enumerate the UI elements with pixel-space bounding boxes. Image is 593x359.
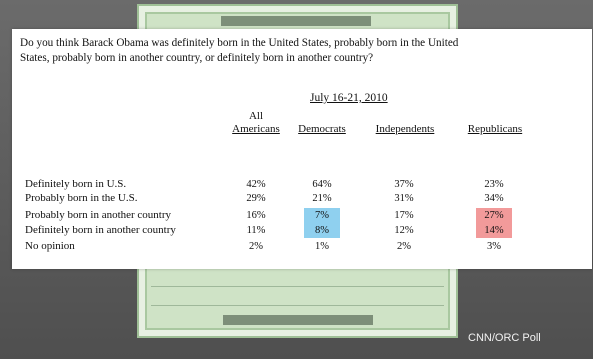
table-cell: 34% [484,193,504,204]
column-header-all: All Americans [226,110,286,136]
table-cell: 31% [394,193,414,204]
table-cell: 1% [315,241,329,252]
poll-question: Do you think Barack Obama was definitely… [20,36,593,66]
question-line-2: States, probably born in another country… [20,52,374,64]
column-header-democrats: Democrats [292,123,352,136]
table-cell: 2% [397,241,411,252]
poll-date: July 16-21, 2010 [310,92,388,104]
question-line-1: Do you think Barack Obama was definitely… [20,37,459,49]
row-label: Definitely born in U.S. [25,178,127,190]
republicans-highlight [476,208,512,238]
column-header-republicans-label: Republicans [467,123,523,135]
table-cell: 3% [487,241,501,252]
row-label: Probably born in the U.S. [25,192,138,204]
row-label: Definitely born in another country [25,224,176,236]
table-cell: 7% [315,210,329,221]
table-cell: 42% [246,179,266,190]
column-header-republicans: Republicans [457,123,533,136]
table-cell: 14% [484,225,504,236]
democrats-highlight [304,208,340,238]
row-label: Probably born in another country [25,209,172,221]
column-header-all-top: All [248,110,264,122]
source-logo: CNN/ORC Poll [468,332,541,344]
table-cell: 27% [484,210,504,221]
certificate-footer [223,315,373,325]
table-cell: 17% [394,210,414,221]
column-header-independents: Independents [365,123,445,136]
table-cell: 23% [484,179,504,190]
column-header-all-label: Americans [232,123,280,135]
table-cell: 16% [246,210,266,221]
table-cell: 12% [394,225,414,236]
column-header-independents-label: Independents [375,123,435,135]
table-cell: 11% [246,225,266,236]
table-cell: 2% [249,241,263,252]
table-cell: 8% [315,225,329,236]
poll-panel: Do you think Barack Obama was definitely… [12,29,592,269]
certificate-lines [151,286,444,306]
certificate-banner [221,16,371,26]
table-cell: 64% [312,179,332,190]
table-cell: 29% [246,193,266,204]
table-cell: 21% [312,193,332,204]
column-header-democrats-label: Democrats [298,123,346,135]
table-cell: 37% [394,179,414,190]
row-label: No opinion [25,240,75,252]
